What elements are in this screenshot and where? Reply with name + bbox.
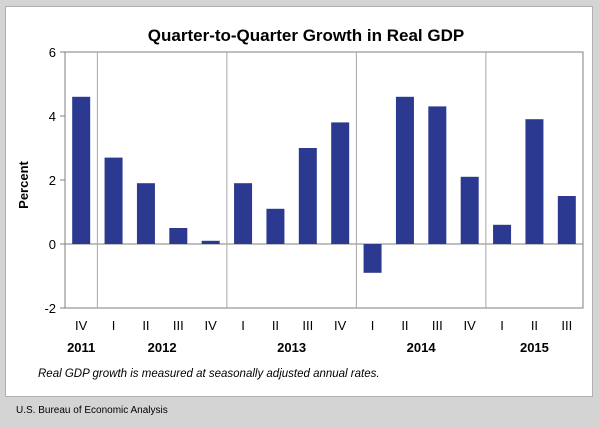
- bar: [460, 176, 479, 244]
- bar: [525, 119, 544, 244]
- year-label: 2013: [277, 340, 306, 355]
- x-tick-label: IV: [75, 318, 88, 333]
- x-tick-label: II: [272, 318, 279, 333]
- x-tick-label: I: [112, 318, 116, 333]
- y-tick-label: 0: [49, 237, 56, 252]
- chart-note: Real GDP growth is measured at seasonall…: [38, 368, 380, 380]
- x-tick-label: III: [302, 318, 313, 333]
- bar: [428, 106, 447, 245]
- x-tick-label: I: [241, 318, 245, 333]
- x-tick-label: IV: [205, 318, 218, 333]
- y-tick-label: 2: [49, 173, 56, 188]
- gdp-growth-chart: Quarter-to-Quarter Growth in Real GDP Pe…: [16, 26, 584, 380]
- bars: [72, 96, 576, 273]
- source-label: U.S. Bureau of Economic Analysis: [16, 405, 168, 416]
- year-label: 2014: [407, 340, 437, 355]
- x-axis-quarter-labels: IV I II III IV I II III IV I II III IV I II III: [75, 52, 572, 333]
- bar: [331, 122, 350, 244]
- year-label: 2012: [148, 340, 177, 355]
- x-tick-label: II: [531, 318, 538, 333]
- y-tick-label: -2: [44, 301, 56, 316]
- year-label: 2011: [67, 340, 95, 355]
- plot-area: [64, 51, 584, 309]
- bar: [201, 240, 220, 244]
- bar: [395, 96, 414, 244]
- bar: [136, 183, 155, 244]
- y-tick-label: 4: [49, 109, 56, 124]
- bar: [169, 228, 188, 244]
- bar: [266, 208, 285, 244]
- y-axis-label: Percent: [16, 160, 31, 208]
- chart-panel: Quarter-to-Quarter Growth in Real GDP Pe…: [5, 6, 593, 397]
- bar: [234, 183, 253, 244]
- x-tick-label: IV: [334, 318, 347, 333]
- x-tick-label: II: [401, 318, 408, 333]
- x-axis-year-labels: 2011 2012 2013 2014 2015: [67, 340, 549, 355]
- x-tick-label: II: [142, 318, 149, 333]
- y-tick-label: 6: [49, 45, 56, 60]
- y-axis: -2 0 2 4 6: [44, 45, 65, 316]
- bar: [72, 96, 91, 244]
- bar: [557, 196, 576, 244]
- x-tick-label: I: [371, 318, 375, 333]
- x-tick-label: III: [432, 318, 443, 333]
- x-tick-label: IV: [464, 318, 477, 333]
- bar: [104, 157, 123, 244]
- x-tick-label: III: [173, 318, 184, 333]
- bar: [363, 244, 382, 273]
- bar: [298, 148, 317, 244]
- chart-title: Quarter-to-Quarter Growth in Real GDP: [148, 26, 464, 45]
- year-label: 2015: [520, 340, 549, 355]
- x-tick-label: III: [561, 318, 572, 333]
- x-tick-label: I: [500, 318, 504, 333]
- bar: [493, 224, 512, 244]
